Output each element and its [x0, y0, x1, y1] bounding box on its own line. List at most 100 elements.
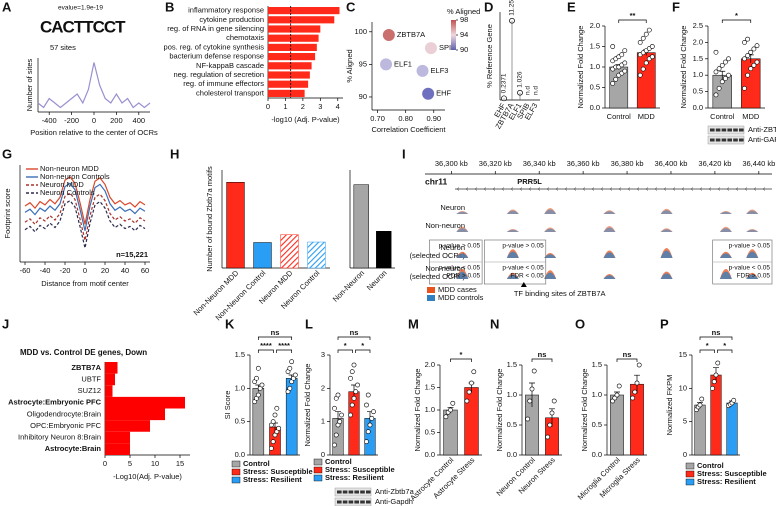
data-point — [529, 386, 535, 392]
x-tick-label: 200 — [110, 116, 123, 125]
y-tick-label: 1.5 — [592, 360, 602, 369]
bar — [105, 431, 130, 444]
significance-label: ns — [712, 328, 721, 337]
gene-strand — [519, 187, 523, 191]
data-point — [382, 29, 395, 42]
data-point — [351, 395, 357, 401]
blot-lane — [721, 128, 727, 132]
y-axis-label: Normalized Fold Change — [679, 26, 688, 109]
category-label: MDD — [638, 112, 656, 121]
category-label: ZBTB7A — [71, 363, 101, 372]
data-point — [332, 442, 337, 448]
data-point — [355, 382, 360, 388]
data-point — [748, 66, 754, 72]
data-point — [551, 398, 557, 404]
y-tick-label: 90 — [359, 92, 367, 101]
y-tick-label: 2.0 — [693, 37, 703, 46]
blot-label: Anti-ZBTB7A — [748, 125, 776, 134]
data-point — [367, 422, 373, 428]
y-tick-label: 2.5 — [693, 21, 703, 30]
data-point — [726, 56, 731, 62]
y-tick-label: 1.5 — [693, 54, 703, 63]
data-point — [697, 402, 703, 408]
panel-letter: C — [346, 0, 356, 14]
blot-lane — [710, 138, 715, 142]
data-point — [742, 40, 747, 45]
y-tick-label: 3 — [321, 350, 325, 359]
point-label: ELF3 — [431, 66, 449, 75]
x-tick-label: 36,440 kb — [742, 159, 775, 168]
gene-strand — [564, 187, 568, 191]
bar — [105, 362, 118, 374]
bar — [105, 408, 165, 421]
bar — [105, 396, 185, 409]
blot-label: Anti-Gapdh — [375, 497, 413, 506]
data-point — [335, 392, 341, 398]
y-tick-label: 0.0 — [507, 450, 517, 459]
point-label: SPIB — [439, 43, 456, 52]
signal-track — [456, 209, 772, 214]
x-tick-label: 36,400 kb — [654, 159, 687, 168]
panel-letter: F — [672, 0, 680, 14]
y-tick-label: 0.5 — [590, 82, 600, 91]
series-line — [24, 182, 146, 231]
y-tick-label: 1.0 — [592, 390, 602, 399]
data-point — [332, 405, 337, 411]
bar — [268, 43, 317, 51]
x-tick-label: 0 — [266, 102, 270, 111]
value-label: n.d — [533, 86, 540, 95]
bar — [348, 391, 360, 456]
blot-lane — [342, 490, 348, 494]
bar — [268, 34, 319, 42]
significance-label: * — [735, 11, 738, 20]
track-label: Neuron — [440, 203, 465, 212]
gene-strand — [753, 187, 757, 191]
data-point — [270, 439, 276, 445]
bar — [280, 234, 299, 269]
y-tick-label: 1.0 — [425, 405, 435, 414]
sequence-logo: CACTTCCT — [40, 17, 126, 36]
y-tick-label: 1.5 — [425, 382, 435, 391]
data-point — [614, 392, 620, 398]
bar — [253, 242, 272, 269]
x-tick-label: 36,320 kb — [479, 159, 512, 168]
category-label: Non-Neuron — [331, 268, 366, 303]
gene-strand — [474, 187, 478, 191]
legend-swatch — [313, 474, 323, 482]
data-point — [254, 375, 259, 381]
gene-strand — [510, 187, 514, 191]
y-tick-label: 0.0 — [235, 450, 245, 459]
data-point — [276, 425, 282, 431]
data-point — [545, 434, 550, 440]
colorbar-title: % Aligned — [447, 7, 480, 16]
y-axis-label: Normalized Fold Change — [413, 369, 422, 452]
x-tick-label: 36,340 kb — [523, 159, 556, 168]
gene-strand — [654, 187, 658, 191]
data-point — [469, 380, 474, 386]
panel-letter: I — [402, 146, 406, 161]
bar — [268, 53, 316, 61]
gene-strand — [528, 187, 532, 191]
significance-bracket — [717, 349, 733, 353]
data-point — [610, 81, 616, 86]
data-point — [259, 382, 265, 388]
x-tick-label: 60 — [141, 266, 149, 275]
y-tick-label: 1.5 — [507, 360, 517, 369]
significance-label: **** — [278, 341, 290, 350]
legend-label: Stress: Resilient — [325, 473, 384, 482]
value-label: 1.026 — [517, 71, 524, 88]
y-tick-label: 0.5 — [693, 87, 703, 96]
gene-strand — [501, 187, 505, 191]
colorbar-tick-label: 90 — [460, 45, 468, 54]
blot-lane — [360, 500, 365, 504]
category-label: SUZ12 — [78, 386, 101, 395]
blot-lane — [733, 138, 738, 142]
significance-label: * — [460, 350, 463, 359]
blot-lane — [733, 128, 738, 132]
bar — [268, 71, 310, 79]
legend-label: Control — [325, 457, 352, 466]
blot-lane — [337, 490, 342, 494]
blot-lane — [337, 500, 342, 504]
gene-strand — [465, 187, 469, 191]
panel-letter: P — [660, 316, 669, 331]
